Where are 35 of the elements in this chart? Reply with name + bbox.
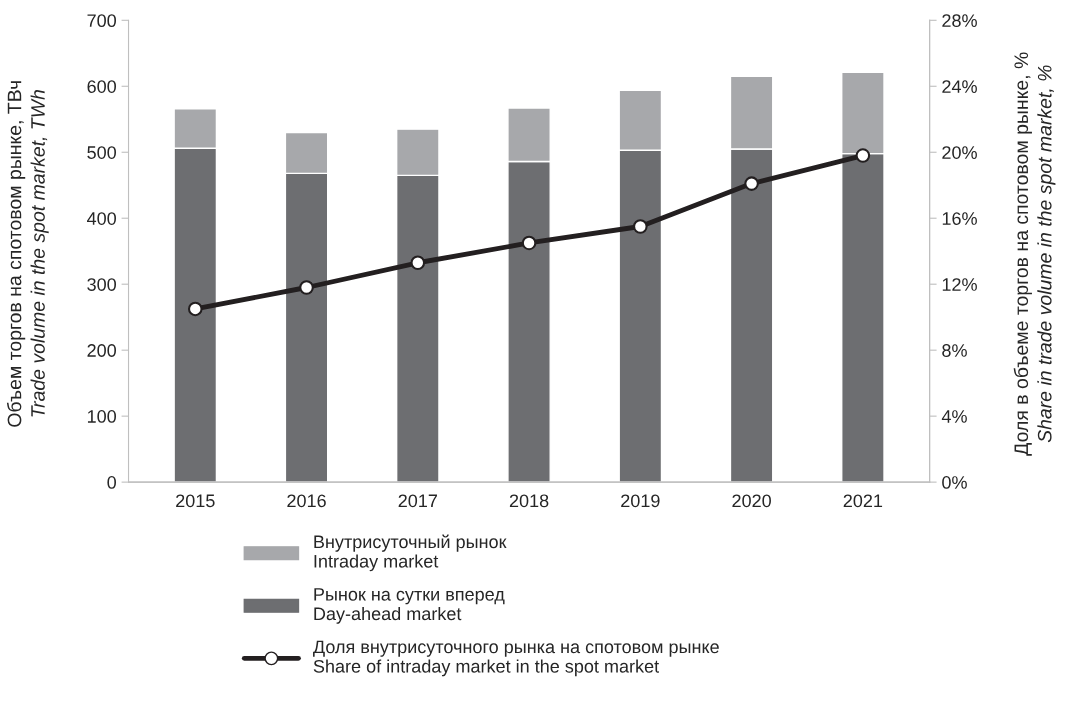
point [744,176,759,191]
y-axis-title: Объем торгов на спотовом рынке, ТВч Trade volume in the spot market, TWh [6,81,49,427]
point [855,148,871,163]
y2-tick-label: 16% [942,212,977,225]
y2-tick-label: 12% [942,278,977,291]
x-tick-label: 2019 [621,494,660,508]
point [187,301,203,317]
x-tick-label: 2015 [176,494,215,508]
y-tick-label: 400 [87,212,117,225]
y-tick-label: 200 [87,344,117,357]
y2-tick-label: 4% [941,410,967,423]
point [299,280,314,295]
y-tick-label: 600 [87,80,117,93]
y-tick-label: 0 [107,476,117,489]
y-tick-label: 500 [87,146,117,159]
point [410,255,426,271]
x-tick-label: 2018 [509,494,549,508]
x-tick-label: 2017 [398,494,437,508]
legend-label: Рынок на сутки вперед Day-ahead market [314,588,505,624]
y-tick-label: 300 [87,278,117,291]
x-tick-label: 2021 [843,494,883,508]
y-tick-label: 700 [87,14,117,28]
point [521,235,537,251]
y2-tick-label: 0% [942,476,967,489]
y-tick-label: 100 [87,410,117,423]
y2-tick-label: 24% [942,80,977,93]
y2-axis-title: Доля в объеме торгов на спотовом рынке, % Share in trade volume in the spot market, % [1013,52,1056,456]
y2-tick-label: 20% [942,146,977,159]
legend-label: Доля внутрисуточного рынка на спотовом рынке Share of intraday market in the spot market [313,640,719,677]
x-tick-label: 2020 [732,494,771,508]
y2-tick-label: 28% [942,14,977,28]
x-tick-label: 2016 [287,494,326,508]
legend-label: Внутрисуточный рынок Intraday market [314,534,507,572]
y2-tick-label: 8% [942,344,967,357]
point [633,219,648,234]
